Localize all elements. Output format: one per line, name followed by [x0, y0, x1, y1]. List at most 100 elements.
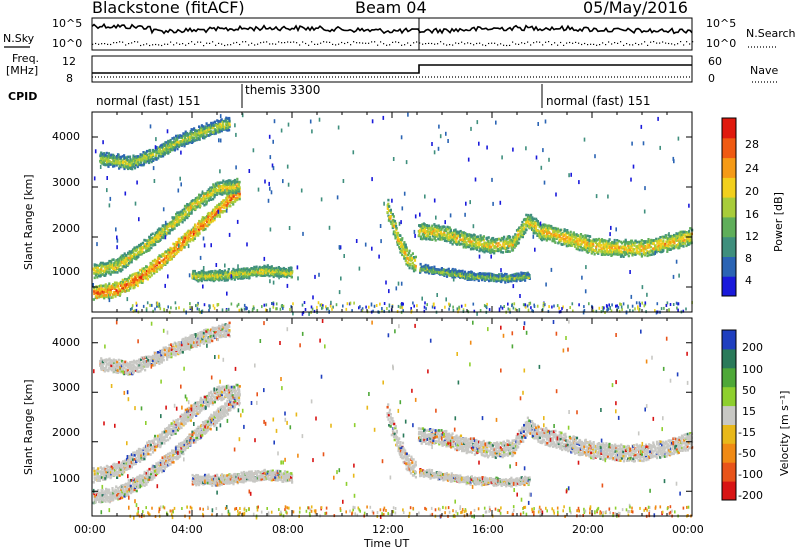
power-cell [275, 266, 278, 270]
power-cell [181, 220, 184, 224]
power-cell [245, 275, 248, 278]
power-cell [487, 236, 490, 239]
power-cell [451, 267, 454, 271]
power-cell [571, 233, 574, 236]
power-cell [150, 262, 153, 266]
power-cell [164, 148, 167, 152]
power-cell [475, 246, 478, 249]
nsearch-point [401, 44, 403, 46]
power-cell [583, 238, 586, 242]
power-cell [195, 136, 198, 140]
power-cell [623, 253, 626, 257]
power-cell [465, 243, 468, 246]
power-cell [169, 142, 172, 146]
power-cell [424, 265, 427, 269]
power-cell [104, 153, 107, 157]
power-cell [221, 193, 224, 196]
power-cell [518, 237, 521, 241]
power-cell-noise [499, 200, 502, 205]
freq-tick-low: 8 [66, 72, 73, 85]
power-cell [127, 167, 130, 171]
power-cell [252, 270, 255, 273]
power-cell [129, 167, 132, 170]
power-cell [528, 222, 531, 226]
power-cell [683, 242, 686, 245]
power-cell [199, 194, 203, 197]
power-cb-tick-4: 4 [745, 274, 752, 287]
vel-ytick-3000: 3000 [52, 381, 80, 394]
power-cell [124, 265, 127, 269]
power-cell [179, 140, 182, 143]
power-cell-noise [464, 212, 466, 217]
power-cell [153, 240, 156, 243]
power-cell [227, 195, 230, 199]
power-cell [172, 227, 175, 231]
power-cell [168, 232, 171, 235]
power-cell [219, 206, 222, 210]
power-cell [121, 155, 124, 158]
power-cell [227, 199, 230, 203]
nsearch-point [575, 41, 577, 43]
power-cell [136, 281, 139, 284]
power-cell [210, 124, 213, 128]
power-cell [449, 270, 453, 273]
power-cell [573, 235, 576, 238]
power-cell [472, 242, 475, 245]
power-cell [229, 194, 233, 197]
power-cell [203, 136, 206, 140]
power-cell [154, 154, 157, 157]
power-cell [682, 233, 685, 236]
power-cell [151, 265, 154, 269]
power-cell [153, 236, 157, 239]
power-cell [233, 183, 236, 186]
power-cell [173, 251, 176, 255]
power-cell [180, 143, 183, 147]
power-cell [609, 242, 612, 245]
power-cell [182, 216, 185, 220]
power-cell [426, 269, 429, 273]
power-cell [549, 226, 552, 230]
power-cell [497, 242, 500, 245]
xaxis-label: Time UT [364, 537, 410, 550]
power-cell [154, 243, 157, 247]
power-cell [218, 213, 221, 216]
power-cell [219, 126, 222, 129]
power-cell [424, 267, 428, 270]
power-cell [470, 240, 473, 244]
power-cell [590, 242, 593, 245]
power-cell [224, 184, 227, 187]
power-cell [93, 263, 96, 266]
power-cell [467, 238, 470, 241]
power-cell [389, 214, 392, 218]
power-cell [511, 273, 514, 277]
power-cell [195, 272, 198, 275]
power-cell [176, 138, 179, 141]
power-cell [131, 278, 135, 282]
power-cell [508, 250, 511, 253]
power-cell [121, 163, 124, 167]
power-cell [515, 272, 518, 276]
power-cell [164, 231, 167, 235]
power-cell [463, 270, 467, 274]
power-cell [172, 146, 175, 149]
power-cell [492, 236, 495, 240]
power-cell [152, 236, 155, 240]
power-cell [156, 228, 159, 232]
power-cell [451, 271, 454, 274]
power-cell [642, 252, 645, 256]
power-cell [182, 240, 185, 244]
power-cell [110, 160, 113, 164]
nsearch-point [545, 41, 547, 43]
power-cell [579, 245, 582, 249]
power-cell [399, 234, 402, 237]
power-cell [395, 227, 398, 230]
power-cell [177, 241, 180, 244]
power-cell [280, 274, 283, 277]
power-cell [94, 272, 97, 276]
power-cell [584, 234, 587, 237]
power-cell [586, 234, 589, 238]
power-cell [135, 253, 138, 257]
power-cell [496, 244, 499, 248]
nsearch-point [269, 43, 271, 45]
nsearch-point [179, 43, 181, 45]
